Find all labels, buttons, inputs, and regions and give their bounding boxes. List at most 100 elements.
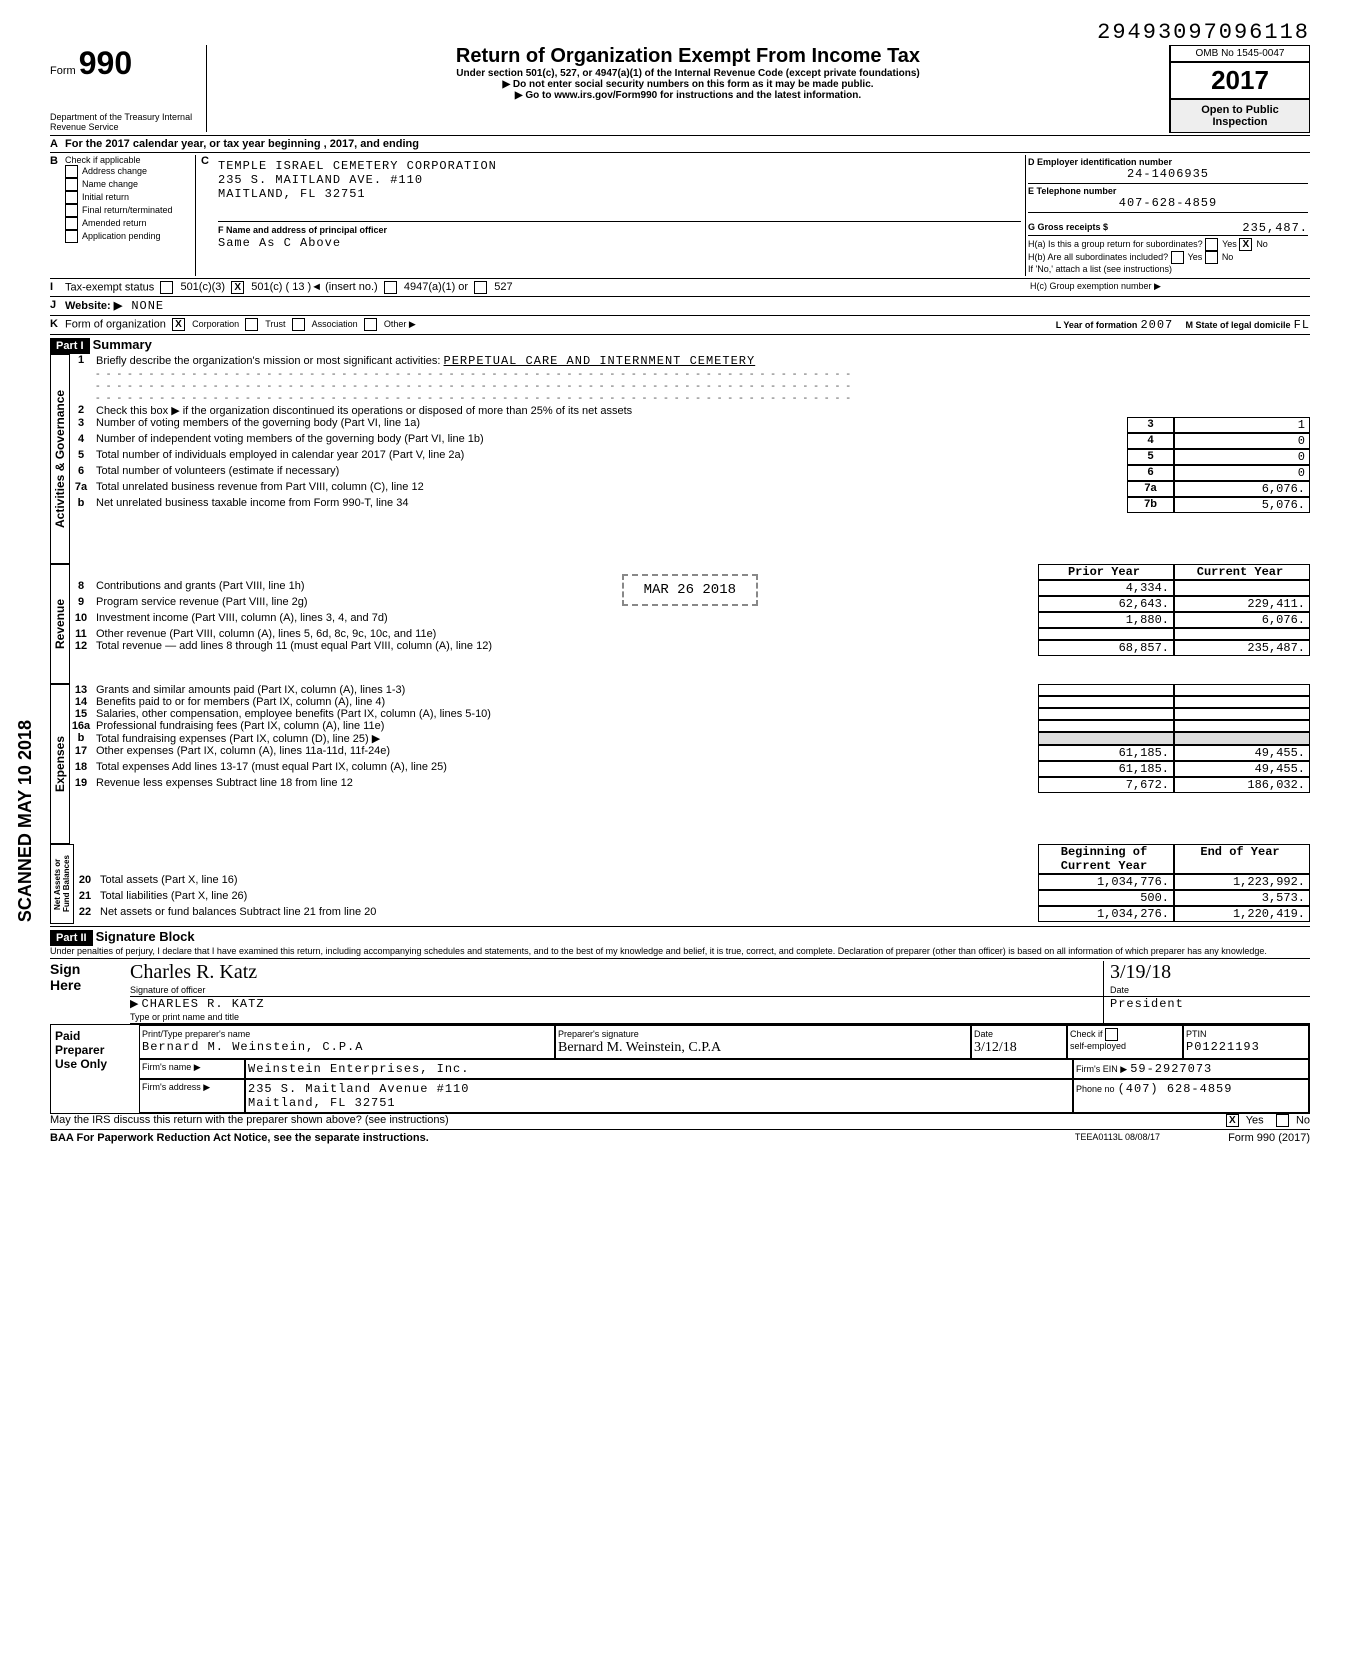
ha-label: H(a) Is this a group return for subordin…: [1028, 239, 1203, 249]
current-value: [1174, 628, 1310, 640]
line-box: 4: [1127, 433, 1174, 449]
tax-status-cb[interactable]: [160, 281, 173, 294]
phone-value: 407-628-4859: [1028, 196, 1308, 210]
current-year-hdr: Current Year: [1174, 564, 1310, 580]
tax-status-cb[interactable]: [474, 281, 487, 294]
firm-addr2: Maitland, FL 32751: [248, 1096, 396, 1110]
line-num: 6: [70, 465, 92, 481]
line-num: 16a: [70, 720, 92, 732]
line-value: 6,076.: [1174, 481, 1310, 497]
org-addr2: MAITLAND, FL 32751: [218, 187, 1021, 201]
state-domicile-label: M State of legal domicile: [1186, 320, 1291, 330]
ln2: 2: [70, 404, 92, 417]
line-desc: Net unrelated business taxable income fr…: [92, 497, 1127, 513]
prep-date-label: Date: [974, 1029, 993, 1039]
check-if-label: Check if: [1070, 1029, 1103, 1039]
line-desc: Total assets (Part X, line 16): [96, 874, 1038, 890]
prior-value: 4,334.: [1038, 580, 1174, 596]
line-box: 3: [1127, 417, 1174, 433]
officer-name: CHARLES R. KATZ: [142, 997, 265, 1011]
form-org-label: Form of organization: [65, 318, 166, 330]
line-value: 0: [1174, 433, 1310, 449]
firm-name: Weinstein Enterprises, Inc.: [245, 1059, 1073, 1079]
officer-title: President: [1110, 997, 1184, 1011]
form-org-cb[interactable]: [245, 318, 258, 331]
line-desc: Number of independent voting members of …: [92, 433, 1127, 449]
hc-label: H(c) Group exemption number ▶: [1030, 281, 1310, 294]
tax-status-label: Tax-exempt status: [65, 281, 154, 293]
tax-status-cb[interactable]: X: [231, 281, 244, 294]
line-num: 12: [70, 640, 92, 656]
checkbox[interactable]: [65, 204, 78, 217]
prior-value: [1038, 720, 1174, 732]
line-num: 21: [74, 890, 96, 906]
current-value: [1174, 684, 1310, 696]
prior-value: 500.: [1038, 890, 1174, 906]
prior-value: 61,185.: [1038, 761, 1174, 777]
check-applicable-label: Check if applicable: [65, 155, 195, 165]
prior-value: 1,034,276.: [1038, 906, 1174, 922]
footer-code: TEEA0113L 08/08/17: [1075, 1132, 1160, 1144]
checkbox[interactable]: [65, 165, 78, 178]
checkbox[interactable]: [65, 178, 78, 191]
website-value: NONE: [131, 299, 164, 313]
line-num: 3: [70, 417, 92, 433]
line-value: 5,076.: [1174, 497, 1310, 513]
form-sub2: ▶ Do not enter social security numbers o…: [217, 79, 1159, 90]
gross-receipts-value: 235,487.: [1242, 221, 1308, 235]
line-value: 0: [1174, 465, 1310, 481]
line-a-label: A: [50, 138, 65, 150]
line-desc: Number of voting members of the governin…: [92, 417, 1127, 433]
hb-no-cb[interactable]: [1205, 251, 1218, 264]
line-box: 5: [1127, 449, 1174, 465]
form-sub1: Under section 501(c), 527, or 4947(a)(1)…: [217, 68, 1159, 79]
line-desc: Total number of individuals employed in …: [92, 449, 1127, 465]
current-value: 6,076.: [1174, 612, 1310, 628]
tax-status-cb[interactable]: [384, 281, 397, 294]
baa-notice: BAA For Paperwork Reduction Act Notice, …: [50, 1132, 1075, 1144]
prior-value: 1,034,776.: [1038, 874, 1174, 890]
current-value: 49,455.: [1174, 745, 1310, 761]
discuss-yes-cb[interactable]: X: [1226, 1114, 1239, 1127]
line-box: 6: [1127, 465, 1174, 481]
side-expenses: Expenses: [50, 684, 70, 844]
line-desc: Total liabilities (Part X, line 26): [96, 890, 1038, 906]
line-desc: Program service revenue (Part VIII, line…: [92, 596, 1038, 612]
org-name: TEMPLE ISRAEL CEMETERY CORPORATION: [218, 159, 1021, 173]
line-num: 8: [70, 580, 92, 596]
hb-yes-cb[interactable]: [1171, 251, 1184, 264]
ha-no-cb[interactable]: X: [1239, 238, 1252, 251]
prior-value: 7,672.: [1038, 777, 1174, 793]
hb-note: If 'No,' attach a list (see instructions…: [1028, 264, 1308, 274]
line-desc: Total revenue — add lines 8 through 11 (…: [92, 640, 1038, 656]
checkbox[interactable]: [65, 217, 78, 230]
form-sub3: ▶ Go to www.irs.gov/Form990 for instruct…: [217, 90, 1159, 101]
firm-ein: 59-2927073: [1130, 1062, 1212, 1076]
self-employed-label: self-employed: [1070, 1041, 1126, 1051]
line-num: 20: [74, 874, 96, 890]
form-org-cb[interactable]: X: [172, 318, 185, 331]
firm-phone-label: Phone no: [1076, 1084, 1115, 1094]
ptin-label: PTIN: [1186, 1029, 1207, 1039]
checkbox[interactable]: [65, 230, 78, 243]
ha-yes-cb[interactable]: [1205, 238, 1218, 251]
line-desc: Salaries, other compensation, employee b…: [92, 708, 1038, 720]
self-employed-cb[interactable]: [1105, 1028, 1118, 1041]
form-org-cb[interactable]: [292, 318, 305, 331]
firm-addr-label: Firm's address ▶: [139, 1079, 245, 1113]
footer-form: Form 990 (2017): [1160, 1132, 1310, 1144]
line-desc: Benefits paid to or for members (Part IX…: [92, 696, 1038, 708]
discuss-no-cb[interactable]: [1276, 1114, 1289, 1127]
checkbox[interactable]: [65, 191, 78, 204]
form-label: Form 990: [50, 45, 200, 82]
line-j-label: J: [50, 299, 65, 313]
open-to-public: Open to Public Inspection: [1170, 99, 1310, 133]
ln1: 1: [70, 354, 92, 404]
line-num: b: [70, 732, 92, 745]
current-value: 1,223,992.: [1174, 874, 1310, 890]
current-value: [1174, 720, 1310, 732]
form-org-cb[interactable]: [364, 318, 377, 331]
line-desc: Total expenses Add lines 13-17 (must equ…: [92, 761, 1038, 777]
line-desc: Other revenue (Part VIII, column (A), li…: [92, 628, 1038, 640]
prior-value: 68,857.: [1038, 640, 1174, 656]
